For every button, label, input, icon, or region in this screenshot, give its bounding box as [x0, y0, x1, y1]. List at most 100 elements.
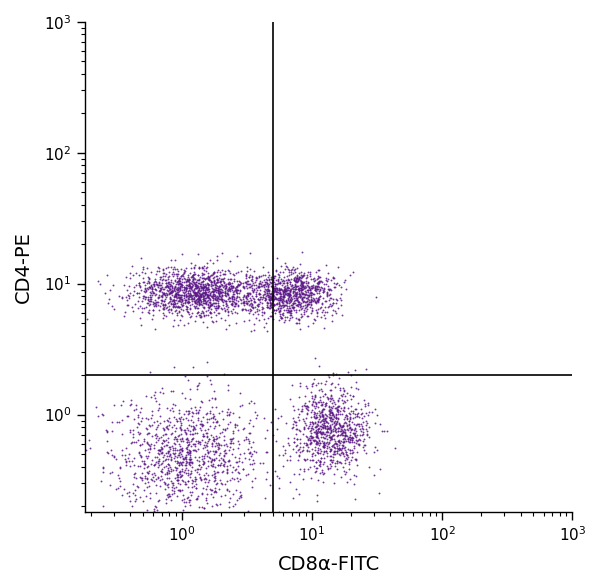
Point — [232, 293, 241, 302]
Point — [329, 282, 338, 292]
Point — [259, 262, 268, 271]
Point — [181, 463, 190, 473]
Point — [313, 278, 323, 288]
Point — [325, 285, 334, 294]
Point — [284, 302, 293, 311]
Point — [174, 296, 184, 305]
Point — [164, 277, 173, 286]
Point — [334, 437, 343, 446]
Point — [165, 294, 175, 303]
Point — [161, 290, 170, 300]
Point — [167, 288, 177, 297]
Point — [329, 305, 338, 315]
Point — [248, 299, 257, 309]
Point — [175, 302, 184, 312]
Point — [167, 404, 176, 413]
Point — [314, 288, 324, 297]
Point — [271, 283, 281, 293]
Point — [217, 492, 226, 501]
Point — [374, 488, 384, 497]
Point — [325, 447, 335, 456]
Point — [317, 386, 327, 395]
Point — [304, 396, 314, 405]
Point — [194, 274, 204, 283]
Point — [218, 298, 228, 307]
Point — [147, 455, 157, 465]
Point — [223, 385, 233, 395]
Point — [167, 285, 177, 294]
Point — [149, 277, 159, 286]
Point — [144, 309, 154, 318]
Point — [172, 466, 181, 475]
Point — [338, 435, 348, 444]
Point — [176, 429, 185, 439]
Point — [172, 289, 181, 298]
Point — [306, 288, 316, 298]
Point — [303, 434, 313, 443]
Point — [304, 282, 313, 291]
Point — [284, 276, 293, 285]
Point — [134, 448, 144, 457]
Point — [316, 429, 326, 439]
Point — [182, 305, 191, 314]
Point — [326, 427, 336, 437]
Point — [277, 280, 287, 289]
Point — [213, 445, 223, 454]
Point — [266, 282, 276, 291]
Point — [298, 288, 308, 298]
Point — [130, 486, 140, 495]
Point — [332, 442, 341, 451]
Point — [130, 490, 140, 499]
Point — [139, 459, 149, 469]
Point — [168, 272, 178, 281]
Point — [162, 469, 172, 479]
Point — [139, 291, 148, 300]
Point — [311, 305, 320, 315]
Point — [221, 281, 231, 290]
Point — [275, 303, 284, 313]
Point — [152, 416, 162, 426]
Point — [338, 437, 348, 447]
Point — [274, 285, 283, 295]
Point — [209, 423, 219, 433]
Point — [214, 292, 224, 301]
Point — [196, 291, 205, 300]
Point — [289, 402, 298, 411]
Point — [316, 292, 325, 301]
Point — [138, 278, 148, 287]
Point — [248, 455, 258, 465]
Point — [161, 312, 171, 321]
Point — [272, 283, 282, 292]
Point — [218, 455, 228, 464]
Point — [224, 292, 234, 301]
Point — [317, 467, 327, 476]
Point — [282, 278, 292, 288]
Point — [247, 283, 257, 293]
Point — [238, 464, 248, 473]
Point — [325, 405, 335, 414]
Point — [157, 292, 167, 302]
Point — [294, 291, 304, 300]
Point — [344, 424, 354, 433]
Point — [307, 379, 317, 388]
Point — [364, 462, 374, 472]
Point — [269, 290, 278, 299]
Point — [171, 424, 181, 433]
Point — [184, 275, 193, 285]
Point — [110, 305, 119, 314]
Point — [124, 293, 134, 303]
Point — [203, 268, 212, 278]
Point — [319, 397, 328, 406]
Point — [313, 281, 323, 290]
Point — [147, 469, 157, 479]
Point — [152, 266, 162, 276]
Point — [318, 442, 328, 451]
Point — [170, 486, 179, 496]
Point — [211, 295, 221, 305]
Point — [199, 261, 209, 270]
Point — [330, 436, 340, 446]
Point — [172, 476, 182, 485]
Point — [173, 288, 183, 297]
Point — [292, 276, 302, 285]
Point — [122, 489, 132, 498]
